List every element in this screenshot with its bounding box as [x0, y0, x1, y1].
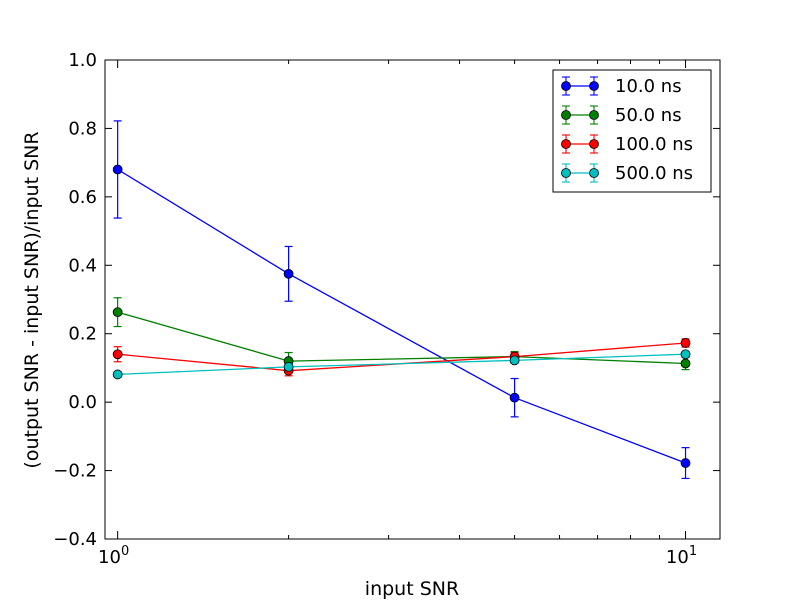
- data-point: [112, 349, 123, 360]
- series-1: [112, 297, 691, 371]
- series-line: [117, 353, 686, 376]
- legend-marker: [589, 81, 599, 91]
- legend-marker: [561, 110, 571, 120]
- y-tick-label: −0.2: [53, 461, 97, 482]
- data-point: [680, 358, 691, 369]
- x-tick-label: 101: [666, 544, 697, 568]
- data-point: [509, 355, 520, 366]
- y-tick-label: 0.8: [68, 118, 97, 139]
- y-axis-label: (output SNR - input SNR)/input SNR: [21, 131, 43, 468]
- y-tick-label: 0.0: [68, 392, 97, 413]
- legend-marker: [589, 110, 599, 120]
- chart-marks: [112, 120, 691, 480]
- data-point: [112, 307, 123, 318]
- series-3: [112, 349, 691, 380]
- series-line: [117, 168, 686, 464]
- data-point: [283, 362, 294, 372]
- legend-item: 10.0 ns: [561, 76, 682, 97]
- legend-label: 10.0 ns: [615, 76, 682, 97]
- y-tick-label: 0.6: [68, 187, 97, 208]
- legend-label: 100.0 ns: [615, 134, 693, 155]
- legend-label: 500.0 ns: [615, 163, 693, 184]
- data-point: [680, 338, 691, 348]
- data-point: [112, 369, 123, 380]
- legend-item: 500.0 ns: [561, 163, 693, 184]
- data-point: [112, 164, 123, 175]
- legend-marker: [589, 168, 599, 178]
- data-point: [509, 392, 520, 403]
- legend-box: [552, 69, 712, 193]
- legend-item: 50.0 ns: [561, 105, 682, 126]
- series-line: [117, 311, 686, 365]
- legend-item: 100.0 ns: [561, 134, 693, 155]
- x-tick-label: 100: [98, 544, 129, 568]
- x-tick-exponent: 0: [121, 544, 129, 559]
- x-tick-base: 10: [666, 547, 689, 568]
- plot-frame: [104, 59, 721, 540]
- y-tick-label: 1.0: [68, 50, 97, 71]
- legend-marker: [589, 139, 599, 149]
- y-tick-label: −0.4: [53, 529, 97, 550]
- data-point: [680, 458, 691, 468]
- legend-marker: [561, 81, 571, 91]
- series-0: [112, 120, 691, 480]
- y-tick-label: 0.2: [68, 324, 97, 345]
- x-tick-base: 10: [98, 547, 121, 568]
- y-tick-label: 0.4: [68, 255, 97, 276]
- legend: 10.0 ns 50.0 ns 100.0 ns 500.0 ns: [552, 69, 712, 193]
- legend-marker: [561, 168, 571, 178]
- data-point: [283, 268, 294, 279]
- legend-marker: [561, 139, 571, 149]
- x-tick-exponent: 1: [689, 544, 697, 559]
- legend-label: 50.0 ns: [615, 105, 682, 126]
- data-point: [680, 349, 691, 360]
- x-axis-label: input SNR: [365, 578, 459, 600]
